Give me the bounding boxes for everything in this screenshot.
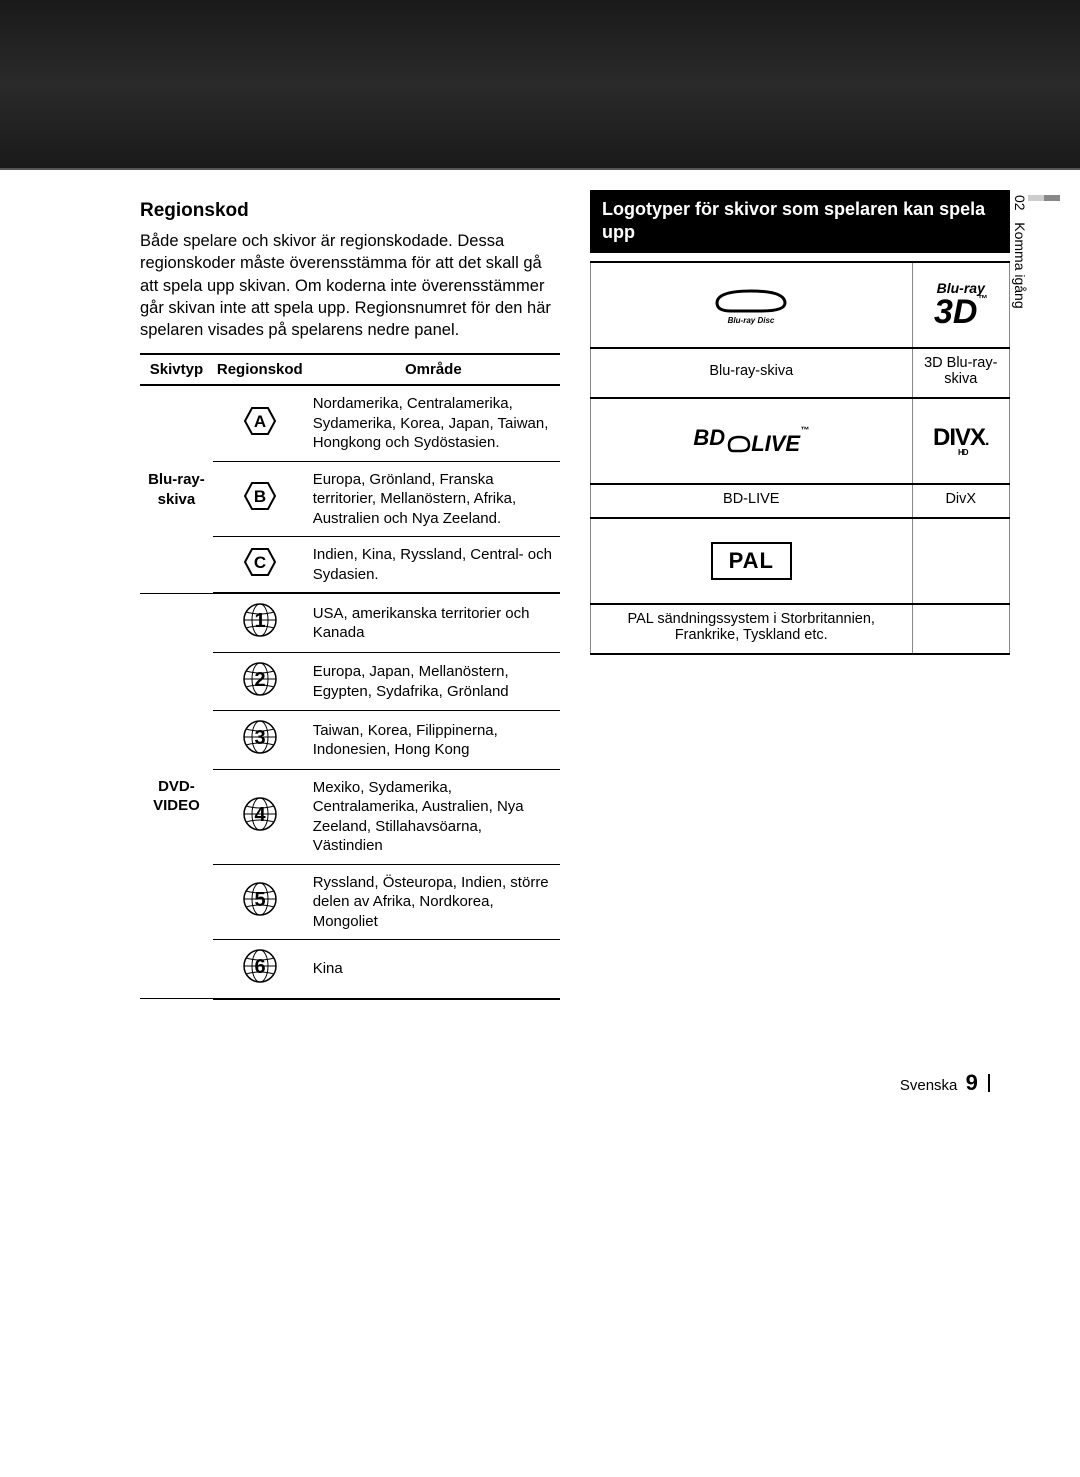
right-column: Logotyper för skivor som spelaren kan sp… <box>590 190 1010 1000</box>
svg-text:C: C <box>254 553 266 572</box>
area-cell: USA, amerikanska territorier och Kanada <box>307 593 560 652</box>
footer-page-number: 9 <box>966 1070 978 1095</box>
region-code-icon: 6 <box>213 940 307 999</box>
svg-text:6: 6 <box>254 956 265 978</box>
logo-bd-live: BDLIVE™ <box>591 398 913 484</box>
manual-photo-banner <box>0 0 1080 170</box>
svg-text:2: 2 <box>254 669 265 691</box>
logo-label: PAL sändningssystem i Storbritannien, Fr… <box>591 604 913 654</box>
chapter-number: 02 <box>1012 195 1028 211</box>
area-cell: Nordamerika, Centralamerika, Sydamerika,… <box>307 385 560 461</box>
svg-text:1: 1 <box>254 610 265 632</box>
skivtyp-cell: Blu-ray-skiva <box>140 385 213 593</box>
region-code-icon: 4 <box>213 769 307 864</box>
th-omrade: Område <box>307 354 560 385</box>
skivtyp-cell: DVD-VIDEO <box>140 593 213 999</box>
table-row: Blu-ray-skiva A Nordamerika, Centralamer… <box>140 385 560 461</box>
region-code-icon: 1 <box>213 593 307 652</box>
svg-text:A: A <box>254 412 266 431</box>
logo-table: ™ Blu-ray Disc Blu-ray 3D™ Blu-ray-skiva <box>590 261 1010 655</box>
chapter-label: Komma igång <box>1012 222 1028 308</box>
area-cell: Mexiko, Sydamerika, Centralamerika, Aust… <box>307 769 560 864</box>
table-row: DVD-VIDEO 1 USA, amerikanska territorier… <box>140 593 560 652</box>
left-column: Regionskod Både spelare och skivor är re… <box>140 190 560 1000</box>
region-code-table: Skivtyp Regionskod Område Blu-ray-skiva … <box>140 353 560 1000</box>
region-code-icon: 3 <box>213 711 307 770</box>
svg-text:B: B <box>254 487 266 506</box>
logo-empty <box>912 518 1010 604</box>
area-cell: Taiwan, Korea, Filippinerna, Indonesien,… <box>307 711 560 770</box>
regionskod-paragraph: Både spelare och skivor är regionskodade… <box>140 230 560 341</box>
region-code-icon: 5 <box>213 864 307 940</box>
svg-text:4: 4 <box>254 804 266 826</box>
logo-pal: PAL <box>591 518 913 604</box>
area-cell: Kina <box>307 940 560 999</box>
section-heading-regionskod: Regionskod <box>140 200 560 222</box>
footer-language: Svenska <box>900 1077 958 1094</box>
th-skivtyp: Skivtyp <box>140 354 213 385</box>
logo-label: BD-LIVE <box>591 484 913 518</box>
area-cell: Indien, Kina, Ryssland, Central- och Syd… <box>307 537 560 594</box>
area-cell: Europa, Grönland, Franska territorier, M… <box>307 461 560 537</box>
page-footer: Svenska 9 <box>0 1030 1080 1116</box>
region-code-icon: A <box>213 385 307 461</box>
logo-divx: DIVX. HD <box>912 398 1010 484</box>
th-regionskod: Regionskod <box>213 354 307 385</box>
logo-label <box>912 604 1010 654</box>
svg-text:3: 3 <box>254 727 265 749</box>
logo-label: Blu-ray-skiva <box>591 348 913 398</box>
logo-label: 3D Blu-ray-skiva <box>912 348 1010 398</box>
region-code-icon: B <box>213 461 307 537</box>
logo-bluray-3d: Blu-ray 3D™ <box>912 262 1010 348</box>
svg-text:5: 5 <box>254 889 265 911</box>
svg-text:Blu-ray Disc: Blu-ray Disc <box>728 316 775 325</box>
logo-bluray-disc: ™ Blu-ray Disc <box>591 262 913 348</box>
region-code-icon: 2 <box>213 652 307 711</box>
region-code-icon: C <box>213 537 307 594</box>
svg-text:™: ™ <box>767 290 773 297</box>
area-cell: Ryssland, Östeuropa, Indien, större dele… <box>307 864 560 940</box>
section-heading-logotypes: Logotyper för skivor som spelaren kan sp… <box>590 190 1010 253</box>
area-cell: Europa, Japan, Mellanöstern, Egypten, Sy… <box>307 652 560 711</box>
chapter-side-tab: 02 Komma igång <box>1012 195 1060 309</box>
logo-label: DivX <box>912 484 1010 518</box>
